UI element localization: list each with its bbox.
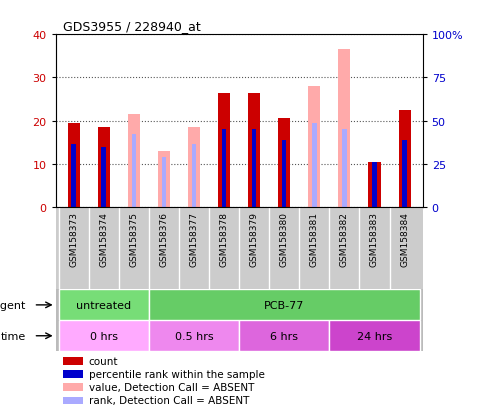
Text: 24 hrs: 24 hrs (357, 331, 392, 341)
Bar (63, 370, 83, 378)
Bar (128, 115, 140, 208)
Text: GDS3955 / 228940_at: GDS3955 / 228940_at (63, 19, 200, 33)
Text: PCB-77: PCB-77 (264, 300, 304, 310)
Bar (63, 383, 83, 391)
Bar (218, 93, 230, 208)
Bar (248, 93, 260, 208)
Text: 0.5 hrs: 0.5 hrs (175, 331, 213, 341)
Text: GSM158384: GSM158384 (400, 212, 409, 266)
Bar (339, 50, 350, 208)
Bar (149, 320, 239, 351)
Bar (369, 162, 381, 208)
Text: GSM158377: GSM158377 (189, 212, 199, 266)
Bar (98, 128, 110, 208)
Bar (131, 134, 136, 208)
Text: 6 hrs: 6 hrs (270, 331, 298, 341)
Text: count: count (88, 356, 118, 366)
Text: GSM158382: GSM158382 (340, 212, 349, 266)
Bar (372, 162, 377, 208)
Bar (162, 158, 166, 208)
Text: value, Detection Call = ABSENT: value, Detection Call = ABSENT (88, 382, 254, 392)
Bar (278, 119, 290, 208)
Text: GSM158373: GSM158373 (69, 212, 78, 266)
Bar (63, 397, 83, 404)
Text: rank, Detection Call = ABSENT: rank, Detection Call = ABSENT (88, 396, 249, 406)
Bar (282, 141, 286, 208)
Text: GSM158378: GSM158378 (220, 212, 228, 266)
Bar (188, 128, 200, 208)
Bar (63, 357, 83, 365)
Text: GSM158374: GSM158374 (99, 212, 108, 266)
Text: GSM158376: GSM158376 (159, 212, 169, 266)
Bar (158, 152, 170, 208)
Bar (192, 145, 196, 208)
Text: agent: agent (0, 300, 26, 310)
Bar (58, 290, 149, 320)
Text: percentile rank within the sample: percentile rank within the sample (88, 369, 265, 379)
Text: 0 hrs: 0 hrs (90, 331, 118, 341)
Bar (101, 147, 106, 208)
Bar (342, 130, 347, 208)
Bar (308, 87, 320, 208)
Bar (58, 320, 149, 351)
Bar (398, 111, 411, 208)
Bar (71, 145, 76, 208)
Bar (222, 130, 227, 208)
Text: untreated: untreated (76, 300, 131, 310)
Text: GSM158375: GSM158375 (129, 212, 138, 266)
Text: GSM158379: GSM158379 (250, 212, 258, 266)
Text: GSM158381: GSM158381 (310, 212, 319, 266)
Bar (402, 141, 407, 208)
Bar (312, 123, 316, 208)
Text: GSM158383: GSM158383 (370, 212, 379, 266)
Bar (68, 123, 80, 208)
Bar (252, 130, 256, 208)
Bar (329, 320, 420, 351)
Bar (239, 320, 329, 351)
Text: GSM158380: GSM158380 (280, 212, 289, 266)
Bar (149, 290, 420, 320)
Text: time: time (1, 331, 26, 341)
